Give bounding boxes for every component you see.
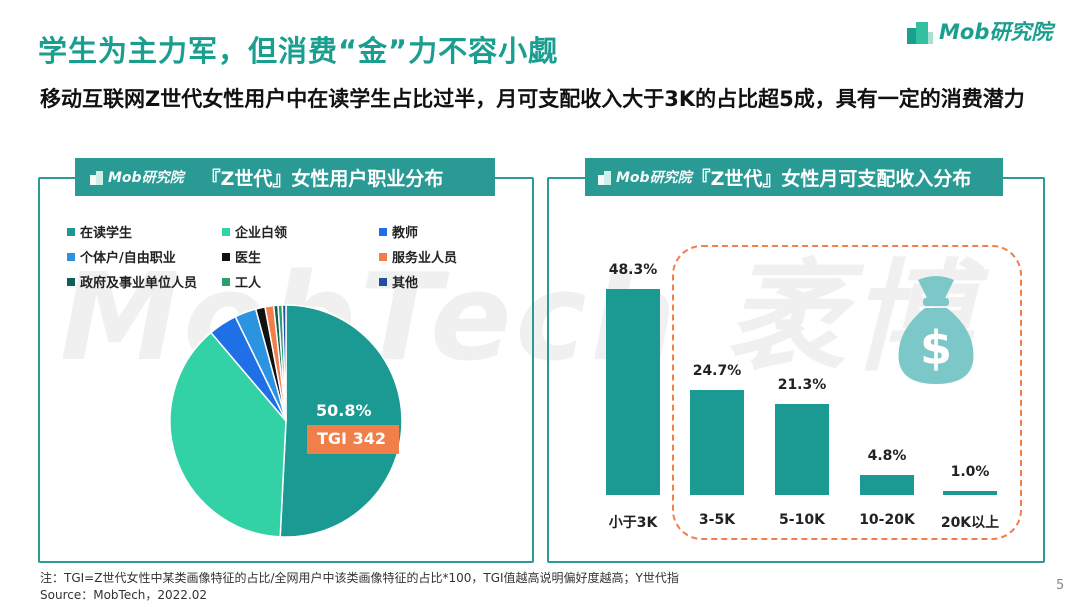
occupation-chart-title: 『Z世代』女性用户职业分布	[201, 167, 444, 190]
legend-label: 个体户/自由职业	[80, 251, 176, 266]
bar-0	[606, 289, 660, 495]
legend-label: 企业白领	[235, 226, 288, 241]
legend-item: 服务业人员	[379, 247, 529, 266]
bar-category-label: 3-5K	[698, 512, 736, 528]
tgi-badge: TGI 342	[307, 425, 399, 454]
legend-swatch	[67, 252, 75, 261]
legend-swatch	[222, 277, 230, 286]
legend-item: 医生	[222, 247, 379, 266]
mini-logo: Mob研究院	[89, 167, 184, 187]
legend-label: 在读学生	[80, 226, 133, 241]
legend-swatch	[67, 227, 75, 236]
legend-swatch	[379, 252, 387, 261]
bar-category-label: 5-10K	[779, 512, 825, 528]
building-logo-icon	[907, 22, 933, 44]
bar-category-label: 小于3K	[608, 515, 658, 531]
legend-swatch	[222, 252, 230, 261]
note-text: 注：TGI=Z世代女性中某类画像特征的占比/全网用户中该类画像特征的占比*100…	[40, 571, 679, 585]
page-title: 学生为主力军，但消费“金”力不容小觑	[38, 34, 559, 68]
pie-legend: 在读学生 企业白领 教师个体户/自由职业 医生 服务业人员政府及事业单位人员 工人 其他	[67, 222, 529, 291]
legend-label: 其他	[392, 276, 419, 291]
mini-logo: Mob研究院	[597, 167, 692, 187]
legend-item: 工人	[222, 272, 379, 291]
bar-value-label: 4.8%	[867, 447, 907, 464]
pie-slice-8	[281, 304, 287, 422]
legend-swatch	[67, 277, 75, 286]
bar-4	[943, 490, 997, 495]
legend-swatch	[222, 227, 230, 236]
legend-item: 教师	[379, 222, 529, 241]
pie-slice-0	[279, 304, 403, 538]
bar-2	[775, 404, 829, 495]
legend-item: 政府及事业单位人员	[67, 272, 222, 291]
source-text: Source：MobTech，2022.02	[40, 588, 208, 602]
pie-slice-label: 50.8%	[316, 401, 372, 420]
brand-logo: Mob研究院	[905, 16, 1052, 46]
legend-swatch	[379, 277, 387, 286]
svg-text:$: $	[920, 321, 952, 375]
bar-1	[690, 389, 744, 495]
bar-category-label: 10-20K	[859, 512, 915, 528]
legend-item: 其他	[379, 272, 529, 291]
legend-item: 在读学生	[67, 222, 222, 241]
occupation-panel-header: Mob研究院 『Z世代』女性用户职业分布	[75, 158, 495, 196]
bar-value-label: 1.0%	[950, 463, 990, 480]
bar-value-label: 48.3%	[608, 262, 658, 278]
legend-label: 政府及事业单位人员	[80, 276, 198, 291]
bar-category-label: 20K以上	[940, 515, 1000, 531]
footnote: 注：TGI=Z世代女性中某类画像特征的占比/全网用户中该类画像特征的占比*100…	[40, 570, 679, 604]
legend-label: 工人	[235, 276, 262, 291]
legend-swatch	[379, 227, 387, 236]
income-panel-header: Mob研究院 『Z世代』女性月可支配收入分布	[585, 158, 1003, 196]
legend-item: 个体户/自由职业	[67, 247, 222, 266]
bar-value-label: 21.3%	[777, 377, 827, 394]
highlight-box	[672, 245, 1022, 540]
bar-value-label: 24.7%	[692, 362, 742, 379]
bar-3	[860, 474, 914, 495]
occupation-pie-chart	[169, 304, 403, 538]
page-subtitle: 移动互联网Z世代女性用户中在读学生占比过半，月可支配收入大于3K的占比超5成，具…	[40, 87, 1025, 111]
legend-label: 服务业人员	[392, 251, 458, 266]
legend-label: 医生	[235, 251, 262, 266]
legend-item: 企业白领	[222, 222, 379, 241]
logo-text: Mob研究院	[939, 20, 1053, 44]
money-bag-icon: $	[898, 276, 974, 384]
pie-slice-1	[169, 331, 287, 538]
legend-label: 教师	[392, 226, 419, 241]
income-chart-title: 『Z世代』女性月可支配收入分布	[691, 167, 972, 190]
building-logo-icon	[90, 171, 103, 185]
page-number: 5	[1056, 578, 1065, 593]
building-logo-icon	[598, 171, 611, 185]
